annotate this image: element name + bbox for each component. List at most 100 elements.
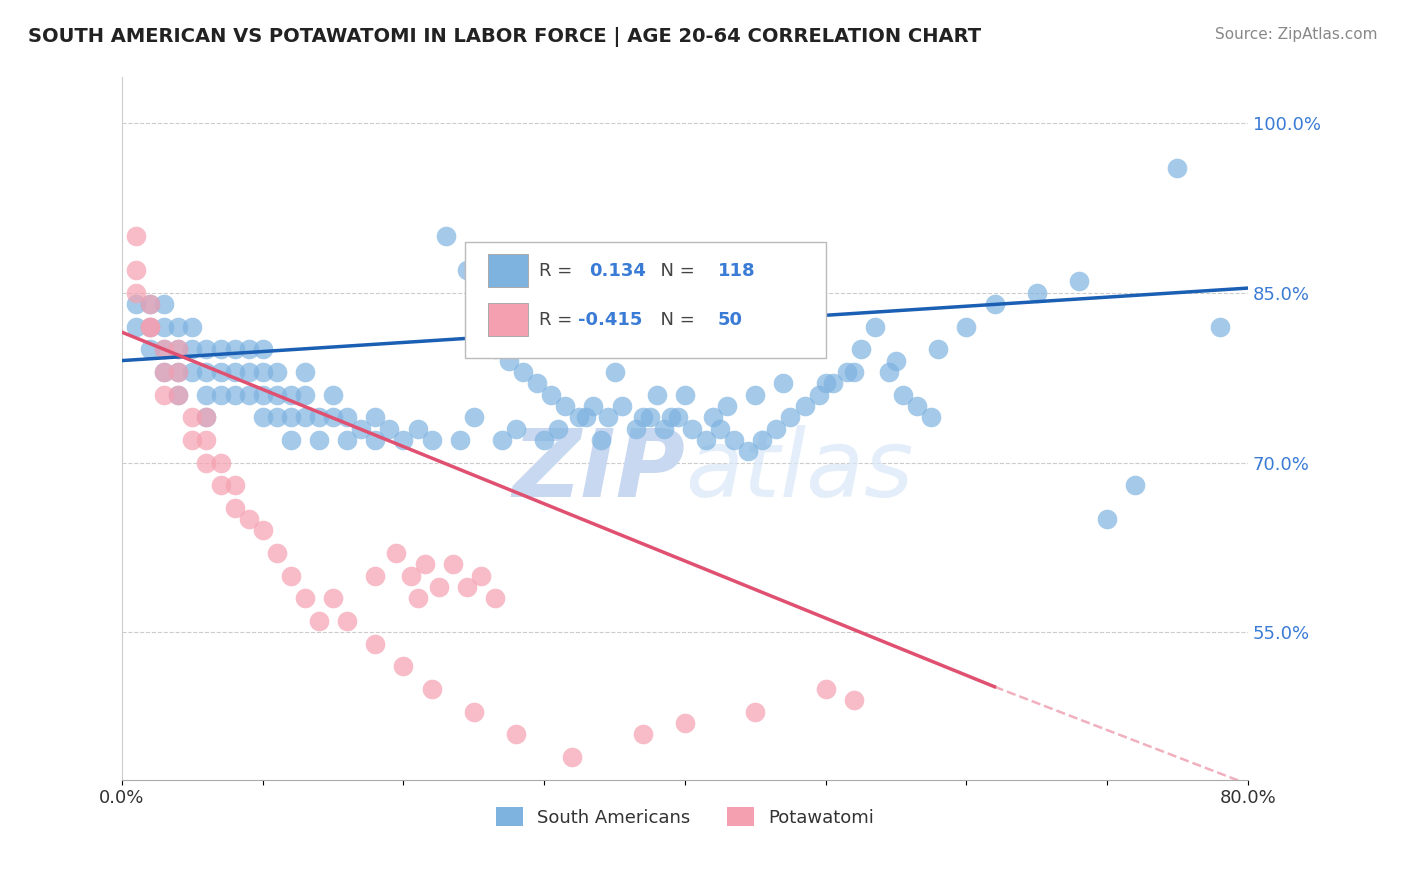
Point	[125, 297, 148, 311]
Point	[125, 229, 148, 244]
Point	[209, 456, 232, 470]
Text: -0.415: -0.415	[578, 310, 643, 328]
Point	[463, 705, 485, 719]
Point	[153, 297, 176, 311]
Point	[463, 410, 485, 425]
Point	[308, 410, 330, 425]
Point	[603, 365, 626, 379]
Point	[181, 343, 204, 357]
FancyBboxPatch shape	[488, 303, 529, 335]
Point	[167, 343, 190, 357]
Point	[167, 365, 190, 379]
Point	[153, 365, 176, 379]
Point	[505, 421, 527, 435]
Point	[238, 343, 260, 357]
Point	[322, 591, 344, 606]
Point	[470, 568, 492, 582]
Point	[181, 433, 204, 447]
Point	[209, 365, 232, 379]
Point	[252, 365, 274, 379]
Point	[673, 716, 696, 731]
Point	[308, 433, 330, 447]
Point	[378, 421, 401, 435]
FancyBboxPatch shape	[488, 254, 529, 286]
Point	[512, 365, 534, 379]
Point	[420, 681, 443, 696]
Point	[195, 343, 218, 357]
Point	[252, 524, 274, 538]
Point	[589, 433, 612, 447]
Point	[983, 297, 1005, 311]
Point	[322, 387, 344, 401]
Point	[280, 387, 302, 401]
Point	[308, 614, 330, 628]
Point	[406, 421, 429, 435]
Point	[596, 410, 619, 425]
Point	[624, 421, 647, 435]
Text: R =: R =	[538, 261, 583, 279]
Point	[195, 410, 218, 425]
Point	[835, 365, 858, 379]
Point	[709, 421, 731, 435]
Point	[336, 614, 359, 628]
Point	[561, 750, 583, 764]
Point	[195, 365, 218, 379]
Point	[224, 343, 246, 357]
Point	[167, 365, 190, 379]
Point	[645, 387, 668, 401]
Point	[167, 387, 190, 401]
Point	[209, 387, 232, 401]
Point	[779, 410, 801, 425]
Point	[533, 433, 555, 447]
Point	[554, 252, 576, 266]
Point	[280, 433, 302, 447]
Point	[224, 365, 246, 379]
Point	[209, 478, 232, 492]
Point	[666, 410, 689, 425]
Point	[294, 387, 316, 401]
Point	[364, 433, 387, 447]
Point	[294, 365, 316, 379]
Point	[955, 319, 977, 334]
Text: Source: ZipAtlas.com: Source: ZipAtlas.com	[1215, 27, 1378, 42]
Point	[681, 421, 703, 435]
Point	[793, 399, 815, 413]
Point	[905, 399, 928, 413]
Point	[561, 886, 583, 892]
Point	[181, 410, 204, 425]
Point	[420, 433, 443, 447]
Point	[652, 421, 675, 435]
Point	[1025, 285, 1047, 300]
Point	[582, 399, 605, 413]
Point	[266, 546, 288, 560]
Point	[195, 456, 218, 470]
Point	[1067, 274, 1090, 288]
Text: atlas: atlas	[685, 425, 912, 516]
Point	[139, 319, 162, 334]
Point	[695, 433, 717, 447]
Point	[814, 681, 837, 696]
Text: N =: N =	[650, 310, 700, 328]
Point	[1208, 319, 1230, 334]
Point	[181, 365, 204, 379]
Point	[842, 693, 865, 707]
Point	[723, 433, 745, 447]
Point	[280, 568, 302, 582]
Point	[891, 387, 914, 401]
Point	[139, 297, 162, 311]
Point	[456, 263, 478, 277]
Point	[153, 343, 176, 357]
Point	[716, 399, 738, 413]
Point	[449, 433, 471, 447]
Point	[364, 637, 387, 651]
Point	[821, 376, 844, 391]
Point	[470, 319, 492, 334]
Point	[1095, 512, 1118, 526]
Point	[195, 410, 218, 425]
Point	[266, 365, 288, 379]
Point	[252, 387, 274, 401]
Point	[441, 558, 464, 572]
Point	[153, 365, 176, 379]
Point	[575, 410, 598, 425]
Point	[195, 387, 218, 401]
